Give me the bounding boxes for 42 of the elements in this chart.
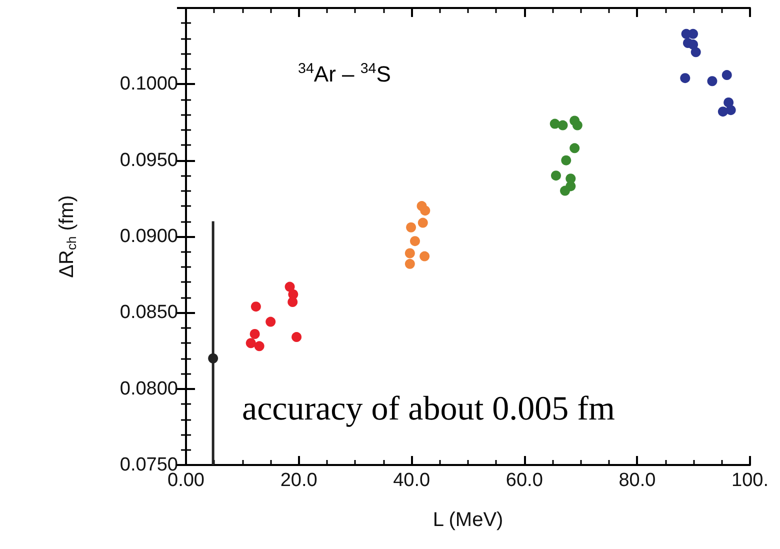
point xyxy=(254,341,264,352)
point xyxy=(550,170,561,181)
point xyxy=(266,316,276,327)
point xyxy=(208,353,218,364)
x-tick-label: 40.0 xyxy=(393,470,430,491)
point xyxy=(707,76,718,86)
point xyxy=(420,251,430,262)
point xyxy=(688,28,698,39)
x-tick-label: 60.0 xyxy=(506,470,543,491)
point xyxy=(404,258,415,269)
point xyxy=(680,73,690,84)
y-tick-label: 0.0800 xyxy=(120,378,178,400)
point xyxy=(560,186,570,196)
y-axis-title: ΔRch (fm) xyxy=(56,195,79,278)
point xyxy=(292,332,302,342)
point xyxy=(690,47,701,58)
y-tick-label: 0.0950 xyxy=(120,150,178,171)
point xyxy=(288,297,298,307)
point xyxy=(420,206,430,216)
annotation: accuracy of about 0.005 fm xyxy=(242,390,615,428)
point xyxy=(404,248,415,258)
point xyxy=(722,70,732,80)
x-tick-label: 20.0 xyxy=(280,470,318,491)
point xyxy=(572,120,582,130)
y-tick-label: 0.0850 xyxy=(120,302,178,324)
point xyxy=(561,155,572,166)
x-tick-label: 80.0 xyxy=(618,470,656,491)
point xyxy=(250,302,261,312)
point xyxy=(250,328,260,339)
point xyxy=(246,338,256,348)
point xyxy=(726,105,736,116)
point xyxy=(570,143,580,154)
x-tick-label: 100. xyxy=(732,470,768,491)
y-tick-label: 0.1000 xyxy=(120,74,178,95)
point xyxy=(410,236,420,246)
point xyxy=(688,40,698,50)
point xyxy=(558,120,568,130)
point xyxy=(418,218,428,228)
y-tick-label: 0.0900 xyxy=(120,226,178,247)
point xyxy=(406,222,416,232)
point xyxy=(284,282,295,292)
x-axis-title: L (MeV) xyxy=(432,509,504,531)
